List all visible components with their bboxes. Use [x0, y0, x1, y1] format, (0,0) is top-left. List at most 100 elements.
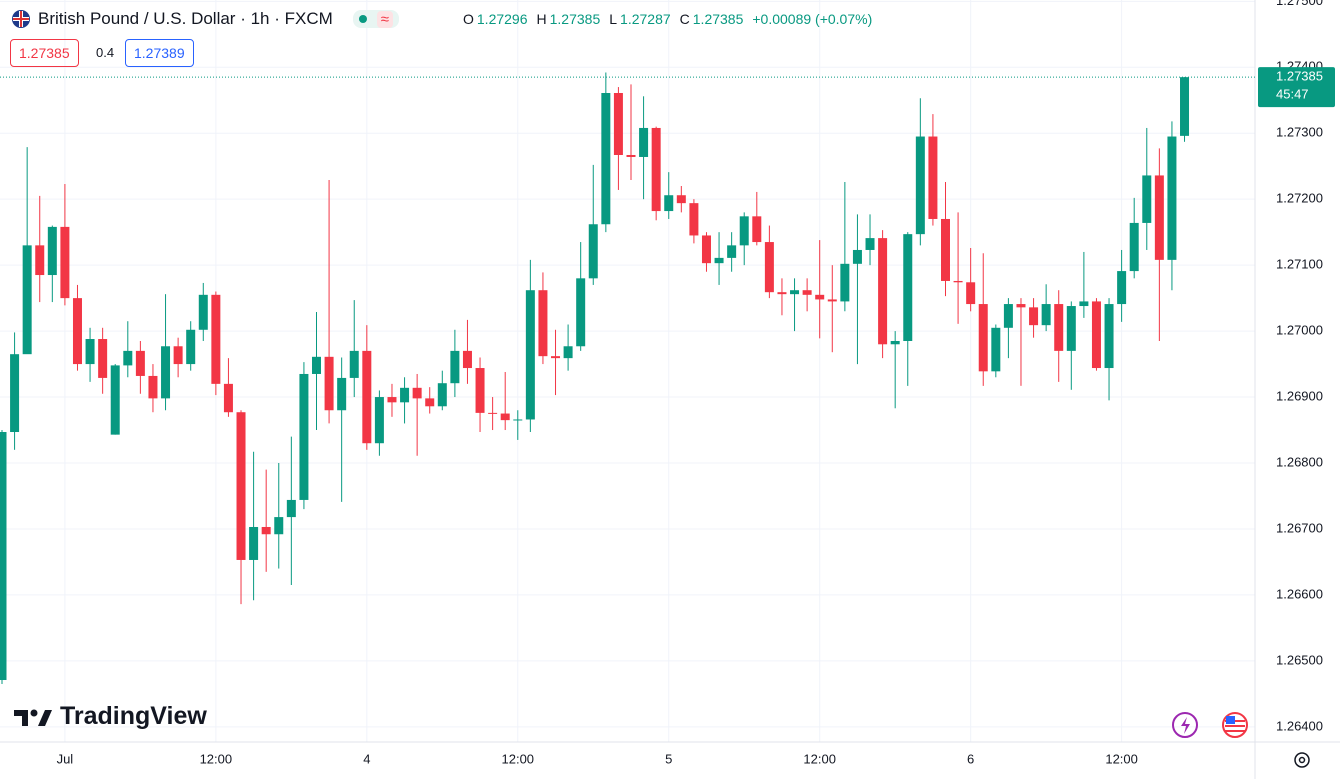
candle-body [802, 290, 812, 295]
symbol-header: British Pound / U.S. Dollar · 1h · FXCM … [10, 8, 399, 30]
candle-body [148, 375, 158, 399]
candle-body [1117, 271, 1127, 305]
candle-body [626, 154, 636, 157]
candle-body [651, 127, 661, 212]
candle-body [953, 280, 963, 283]
candle-body [60, 226, 70, 299]
ohlc-legend: O 1.27296 H 1.27385 L 1.27287 C 1.27385 +0.0… [463, 11, 872, 27]
candle-body [211, 294, 221, 384]
candle-body [525, 290, 535, 420]
x-tick-label: Jul [57, 751, 74, 766]
candle-body [85, 339, 95, 365]
candle-body [941, 218, 950, 281]
candle-body [412, 387, 422, 399]
candle-body [1167, 136, 1177, 260]
candle-body [563, 346, 573, 359]
y-tick-label: 1.27000 [1276, 323, 1323, 338]
candle-body [978, 304, 988, 372]
price-badge [1258, 67, 1335, 108]
alerts-icon[interactable] [1172, 712, 1198, 738]
flag-icon [12, 10, 30, 28]
candle-body [450, 350, 460, 384]
candle-body [299, 373, 309, 500]
status-pill[interactable]: ≈ [352, 10, 399, 28]
x-tick-label: 4 [363, 751, 370, 766]
settings-icon[interactable] [1294, 752, 1310, 768]
candle-body [362, 350, 372, 444]
candle-body [47, 226, 57, 276]
y-tick-label: 1.26600 [1276, 586, 1323, 601]
candle-body [601, 92, 611, 225]
candle-body [865, 238, 875, 250]
candle-body [639, 127, 649, 157]
candle-body [1016, 304, 1026, 308]
candle-body [312, 356, 321, 374]
candle-body [387, 397, 397, 403]
label: L [609, 11, 618, 27]
bolt [1181, 717, 1190, 734]
candle-body [400, 387, 410, 403]
candle-body [714, 257, 724, 264]
y-tick-label: 1.26800 [1276, 454, 1323, 469]
value: 1.27296 [476, 11, 528, 27]
y-tick-label: 1.27300 [1276, 125, 1323, 140]
candle-body [1079, 301, 1089, 307]
brand-logo[interactable]: TradingView [14, 702, 207, 731]
candle-body [664, 195, 674, 212]
y-tick-label: 1.26400 [1276, 718, 1323, 733]
candle-body [827, 299, 837, 302]
candle-body [223, 383, 233, 413]
candle-body [286, 499, 296, 518]
candle-body [1003, 304, 1013, 328]
change: +0.00089 (+0.07%) [752, 11, 873, 27]
candle-body [35, 245, 45, 276]
candle-body [274, 517, 284, 535]
candle-body [764, 242, 774, 293]
candle-body [701, 235, 711, 264]
candle-body [613, 92, 623, 155]
candle-body [173, 346, 183, 365]
candle-body [123, 350, 133, 366]
symbol-title[interactable]: British Pound / U.S. Dollar · 1h · FXCM [38, 9, 333, 28]
label: O [463, 11, 474, 27]
candle-body [538, 290, 548, 357]
value: 1.27385 [549, 11, 601, 27]
candle-body [1041, 304, 1051, 326]
candle-body [739, 216, 749, 246]
candle-body [10, 354, 20, 433]
candle-body [966, 282, 976, 305]
candle-body [425, 398, 435, 407]
candle-body [161, 346, 171, 399]
candle-body [878, 238, 888, 345]
candle-body [135, 350, 145, 376]
y-tick-label: 1.26500 [1276, 652, 1323, 667]
candle-body [349, 350, 359, 378]
x-tick-label: 12:00 [803, 751, 836, 766]
sell-button[interactable]: 1.27385 [10, 39, 79, 67]
candle-body [915, 136, 925, 235]
candle-body [186, 329, 196, 365]
candle-body [374, 397, 384, 444]
candle-body [462, 350, 472, 369]
candle-body [551, 356, 561, 359]
candle-body [1142, 175, 1152, 223]
candle-body [676, 195, 686, 204]
settings-dot [1298, 756, 1306, 764]
candle-body [852, 249, 862, 264]
candle-body [324, 356, 334, 411]
candle-body [777, 292, 787, 295]
price-countdown: 45:47 [1276, 87, 1309, 102]
y-tick-label: 1.27100 [1276, 257, 1323, 272]
candle-body [198, 294, 208, 330]
price-badge-value: 1.27385 [1276, 69, 1323, 84]
spread: 0.4 [96, 45, 115, 60]
x-tick-label: 12:00 [1105, 751, 1138, 766]
candle-body [261, 526, 271, 535]
candle-body [437, 383, 447, 407]
candle-body [1154, 175, 1164, 260]
x-tick-label: 12:00 [502, 751, 535, 766]
buy-button[interactable]: 1.27389 [125, 39, 194, 67]
market-open-dot [358, 15, 367, 23]
candle-body [991, 327, 1001, 372]
